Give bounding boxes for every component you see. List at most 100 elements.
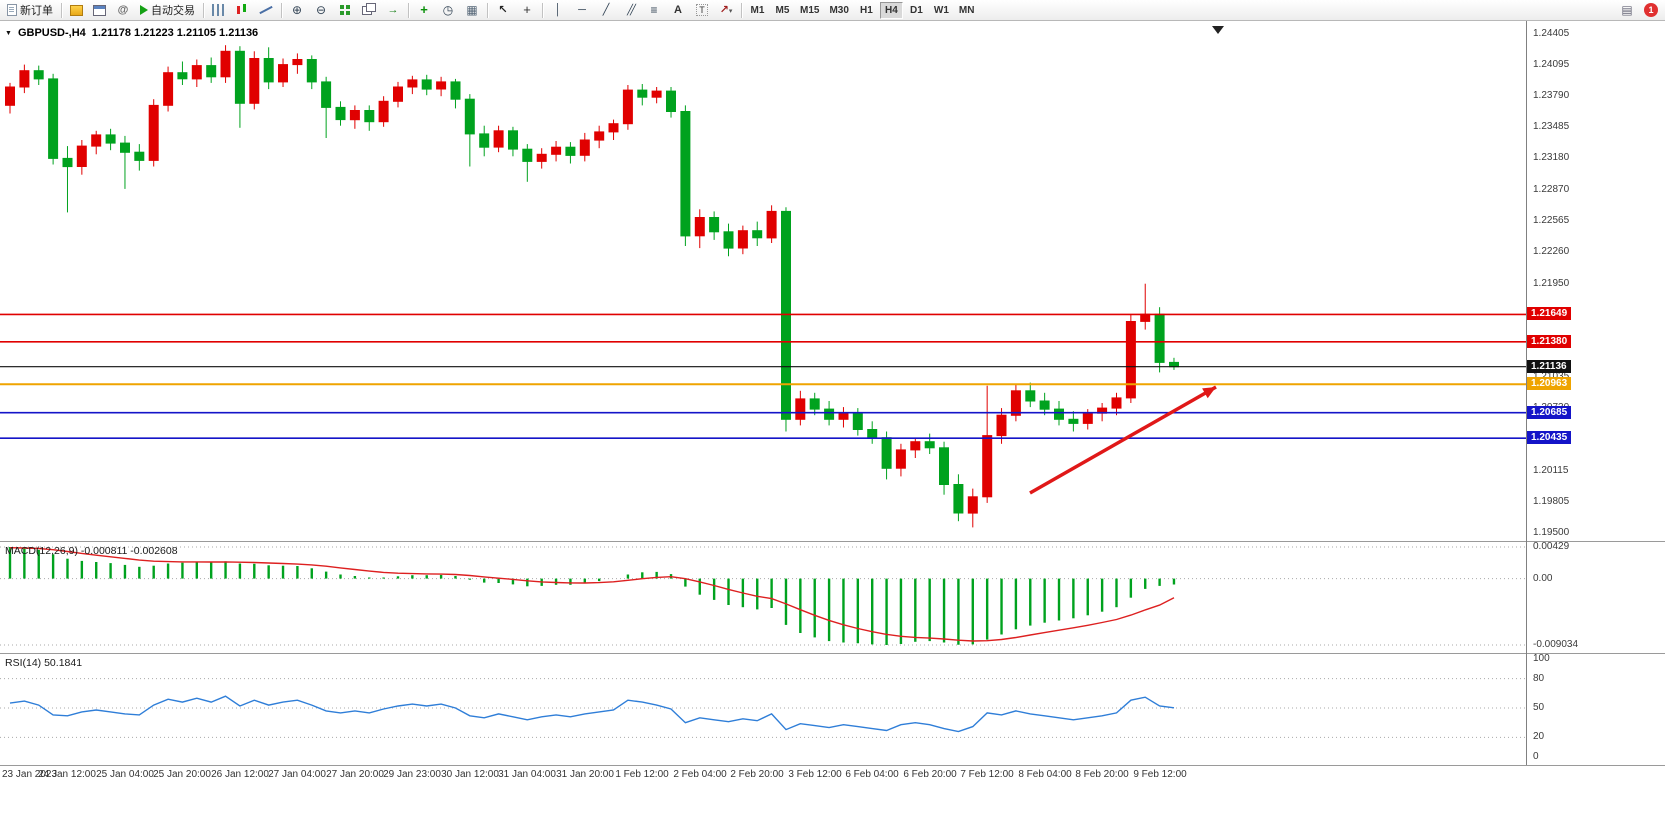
tf-m1-button[interactable]: M1 [746, 2, 769, 19]
price-tick: 1.19500 [1533, 527, 1570, 539]
candle [680, 111, 691, 237]
macd-indicator-chart[interactable] [0, 541, 1526, 653]
chart-title: GBPUSD-,H4 1.21178 1.21223 1.21105 1.211… [5, 27, 258, 39]
candle [263, 58, 274, 83]
new-order-button[interactable]: 新订单 [2, 1, 58, 20]
channel-button[interactable] [618, 1, 642, 20]
rsi-indicator-chart[interactable] [0, 653, 1526, 765]
tf-mn-button[interactable]: MN [955, 2, 979, 19]
toolbar-separator [61, 2, 62, 18]
candle [177, 72, 188, 80]
time-tick: 31 Jan 04:00 [498, 769, 556, 780]
fibonacci-button[interactable] [642, 1, 666, 20]
vertical-line-button[interactable] [546, 1, 570, 20]
candle [48, 78, 59, 159]
time-axis[interactable]: 23 Jan 2023 24 Jan 12:00 25 Jan 04:00 25 Ja… [0, 765, 1526, 785]
candle [522, 148, 533, 162]
price-tick: 1.23485 [1533, 121, 1570, 133]
candle [508, 130, 518, 150]
candle [1039, 400, 1050, 410]
channel-icon [623, 3, 637, 17]
bar-chart-button[interactable] [207, 1, 230, 20]
pane-separator[interactable] [0, 653, 1665, 654]
tf-d1-button[interactable]: D1 [905, 2, 928, 19]
time-tick: 6 Feb 04:00 [845, 769, 899, 780]
candle [76, 145, 87, 167]
crosshair-button[interactable] [515, 1, 539, 20]
rsi-tick: 20 [1533, 731, 1545, 743]
grid-icon [465, 3, 479, 17]
time-tick: 25 Jan 20:00 [153, 769, 211, 780]
pane-separator[interactable] [0, 541, 1665, 542]
candle [1111, 397, 1122, 409]
autotrading-button[interactable]: 自动交易 [135, 1, 200, 20]
tf-m15-button[interactable]: M15 [796, 2, 823, 19]
text-button[interactable] [666, 1, 690, 20]
main-price-chart[interactable] [0, 21, 1526, 541]
time-tick: 1 Feb 12:00 [615, 769, 669, 780]
time-tick: 27 Jan 04:00 [268, 769, 326, 780]
zoom-in-button[interactable] [285, 1, 309, 20]
candle [91, 134, 102, 147]
price-tick: 1.19805 [1533, 496, 1570, 508]
price-tick: 1.22870 [1533, 183, 1570, 195]
trendline-button[interactable] [594, 1, 618, 20]
time-tick: 26 Jan 12:00 [211, 769, 269, 780]
chart-shift-marker[interactable] [1212, 26, 1224, 34]
candle [967, 496, 978, 514]
tf-m30-button[interactable]: M30 [825, 2, 852, 19]
hline-icon [575, 3, 589, 17]
auto-scroll-button[interactable] [357, 1, 381, 20]
horizontal-line-button[interactable] [570, 1, 594, 20]
candle [723, 231, 734, 249]
linechart-icon [259, 3, 273, 17]
toolbar-right: 1 [1615, 1, 1663, 20]
candlestick-button[interactable] [230, 1, 254, 20]
time-tick: 2 Feb 20:00 [730, 769, 784, 780]
cursor-icon [496, 3, 510, 17]
candle [5, 86, 15, 106]
tile-windows-button[interactable] [333, 1, 357, 20]
resistance-line-1-tag: 1.21649 [1527, 307, 1572, 321]
candle [594, 131, 605, 141]
templates-button[interactable] [460, 1, 484, 20]
candle [795, 398, 806, 420]
textA-icon [671, 3, 685, 17]
notification-badge[interactable]: 1 [1644, 3, 1658, 17]
cursor-button[interactable] [491, 1, 515, 20]
candle [608, 123, 619, 133]
candle [464, 98, 475, 135]
book-icon [70, 4, 83, 16]
tf-h1-button[interactable]: H1 [855, 2, 878, 19]
trend-arrow[interactable] [1029, 385, 1217, 495]
line-chart-button[interactable] [254, 1, 278, 20]
time-tick: 25 Jan 04:00 [96, 769, 154, 780]
candle [393, 86, 403, 102]
chart-shift-button[interactable] [381, 1, 405, 20]
indicators-button[interactable] [412, 1, 436, 20]
tf-w1-button[interactable]: W1 [930, 2, 953, 19]
collapse-triangle-icon[interactable] [5, 30, 12, 37]
support-line-2-tag: 1.20435 [1527, 431, 1572, 445]
periods-button[interactable] [436, 1, 460, 20]
data-window-button[interactable] [1615, 1, 1639, 20]
community-button[interactable] [111, 1, 135, 20]
tf-m5-button[interactable]: M5 [771, 2, 794, 19]
axis-separator [1526, 21, 1527, 765]
candle [781, 210, 791, 420]
metaeditor-button[interactable] [65, 1, 88, 20]
price-tick: 1.23180 [1533, 152, 1570, 164]
tf-h4-button[interactable]: H4 [879, 1, 903, 19]
arrows-button[interactable] [714, 1, 738, 20]
zoomin-icon [290, 3, 304, 17]
time-tick: 30 Jan 12:00 [441, 769, 499, 780]
textT-icon [695, 3, 709, 17]
zoom-out-button[interactable] [309, 1, 333, 20]
profiles-button[interactable] [88, 1, 111, 20]
text-label-button[interactable] [690, 1, 714, 20]
bid-price-line-tag: 1.21136 [1527, 359, 1571, 373]
candle [105, 134, 116, 144]
price-axis[interactable]: 1.24405 1.24095 1.23790 1.23485 1.23180 1.228… [1527, 21, 1665, 785]
chartwin-icon [93, 4, 106, 16]
